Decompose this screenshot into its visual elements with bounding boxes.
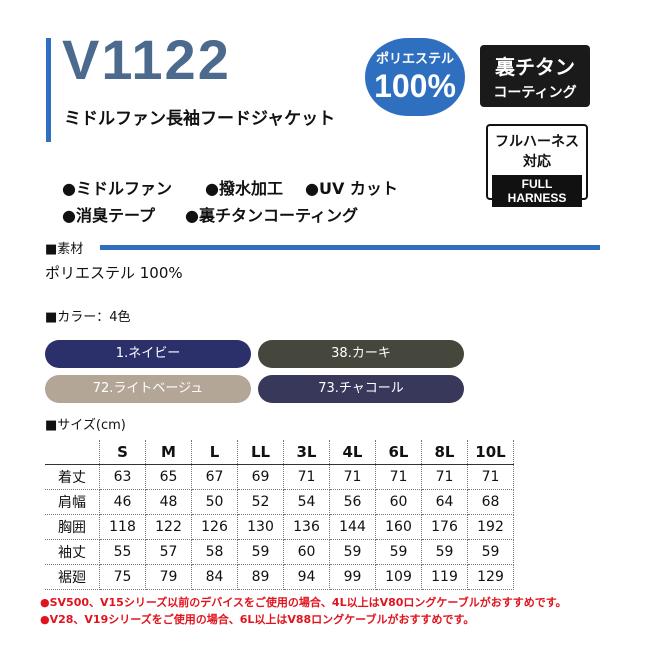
size-cell: 67 <box>191 464 238 490</box>
note: ●V28、V19シリーズをご使用の場合、6L以上はV88ロングケーブルがおすすめ… <box>40 613 475 626</box>
size-cell: 144 <box>329 514 376 540</box>
section-label: ■サイズ(cm) <box>45 418 126 433</box>
row-label: 肩幅 <box>45 489 100 515</box>
product-name: ミドルファン長袖フードジャケット <box>64 109 336 129</box>
column-header: 3L <box>283 440 330 465</box>
size-row: 裾廻 75 79 84 89 94 99 109 119 129 <box>45 564 514 590</box>
size-cell: 71 <box>467 464 514 490</box>
size-cell: 46 <box>99 489 146 515</box>
color-chip: 38.カーキ <box>258 340 464 368</box>
size-cell: 52 <box>237 489 284 515</box>
column-header: M <box>145 440 192 465</box>
section-rule <box>100 245 600 250</box>
feature: ●消臭テープ <box>62 206 156 225</box>
size-cell: 71 <box>329 464 376 490</box>
size-cell: 57 <box>145 539 192 565</box>
feature: ●撥水加工 <box>205 179 283 198</box>
badge-line: フルハーネス <box>495 134 579 150</box>
size-cell: 119 <box>421 564 468 590</box>
badge-value: 100% <box>374 68 456 104</box>
size-cell: 176 <box>421 514 468 540</box>
size-cell: 59 <box>467 539 514 565</box>
size-cell: 84 <box>191 564 238 590</box>
size-cell: 109 <box>375 564 422 590</box>
column-header: LL <box>237 440 284 465</box>
size-cell: 130 <box>237 514 284 540</box>
color-chip: 72.ライトベージュ <box>45 375 251 403</box>
color-chip: 73.チャコール <box>258 375 464 403</box>
section-label: ■カラー：4色 <box>45 310 131 325</box>
row-label: 裾廻 <box>45 564 100 590</box>
size-cell: 59 <box>329 539 376 565</box>
size-cell: 65 <box>145 464 192 490</box>
size-table: S M L LL 3L 4L 6L 8L 10L 着丈 63 65 67 69 71 71 71 71 71 肩幅 46… <box>45 440 514 590</box>
section-label: ■素材 <box>45 242 84 257</box>
column-header: 6L <box>375 440 422 465</box>
harness-badge: フルハーネス 対応 FULL HARNESS <box>486 124 588 207</box>
size-cell: 71 <box>421 464 468 490</box>
corner-cell <box>45 440 100 465</box>
size-cell: 59 <box>237 539 284 565</box>
feature: ●ミドルファン <box>62 179 172 198</box>
size-cell: 160 <box>375 514 422 540</box>
size-cell: 99 <box>329 564 376 590</box>
size-cell: 59 <box>375 539 422 565</box>
size-cell: 60 <box>283 539 330 565</box>
column-header: S <box>99 440 146 465</box>
size-row: 肩幅 46 48 50 52 54 56 60 64 68 <box>45 489 514 515</box>
size-cell: 71 <box>375 464 422 490</box>
color-chip: 1.ネイビー <box>45 340 251 368</box>
feature: ●裏チタンコーティング <box>185 206 359 225</box>
size-cell: 69 <box>237 464 284 490</box>
header-row: S M L LL 3L 4L 6L 8L 10L <box>45 440 514 465</box>
model-number: V1122 <box>62 28 231 91</box>
size-cell: 63 <box>99 464 146 490</box>
badge-label: ポリエステル <box>375 52 454 67</box>
badge-line: 裏チタン <box>495 55 575 79</box>
size-cell: 64 <box>421 489 468 515</box>
accent-bar <box>46 38 51 142</box>
row-label: 袖丈 <box>45 539 100 565</box>
badge-line: 対応 <box>523 154 551 170</box>
size-cell: 192 <box>467 514 514 540</box>
size-cell: 89 <box>237 564 284 590</box>
column-header: 8L <box>421 440 468 465</box>
size-row: 胸囲 118 122 126 130 136 144 160 176 192 <box>45 514 514 540</box>
size-cell: 54 <box>283 489 330 515</box>
size-cell: 68 <box>467 489 514 515</box>
size-cell: 94 <box>283 564 330 590</box>
size-cell: 50 <box>191 489 238 515</box>
column-header: 10L <box>467 440 514 465</box>
size-cell: 56 <box>329 489 376 515</box>
size-cell: 48 <box>145 489 192 515</box>
column-header: L <box>191 440 238 465</box>
size-cell: 129 <box>467 564 514 590</box>
size-cell: 75 <box>99 564 146 590</box>
size-cell: 118 <box>99 514 146 540</box>
column-header: 4L <box>329 440 376 465</box>
size-cell: 126 <box>191 514 238 540</box>
size-cell: 122 <box>145 514 192 540</box>
note: ●SV500、V15シリーズ以前のデバイスをご使用の場合、4L以上はV80ロング… <box>40 596 567 609</box>
badge-line: コーティング <box>493 85 577 101</box>
size-cell: 55 <box>99 539 146 565</box>
row-label: 着丈 <box>45 464 100 490</box>
size-row: 着丈 63 65 67 69 71 71 71 71 71 <box>45 464 514 490</box>
material-value: ポリエステル 100% <box>45 264 183 282</box>
polyester-badge: ポリエステル 100% <box>365 38 465 116</box>
row-label: 胸囲 <box>45 514 100 540</box>
size-cell: 59 <box>421 539 468 565</box>
size-cell: 71 <box>283 464 330 490</box>
size-cell: 136 <box>283 514 330 540</box>
size-cell: 60 <box>375 489 422 515</box>
badge-line: FULL HARNESS <box>492 175 582 207</box>
size-cell: 79 <box>145 564 192 590</box>
size-row: 袖丈 55 57 58 59 60 59 59 59 59 <box>45 539 514 565</box>
titanium-badge: 裏チタン コーティング <box>480 45 590 107</box>
feature: ●UV カット <box>305 179 398 198</box>
size-cell: 58 <box>191 539 238 565</box>
